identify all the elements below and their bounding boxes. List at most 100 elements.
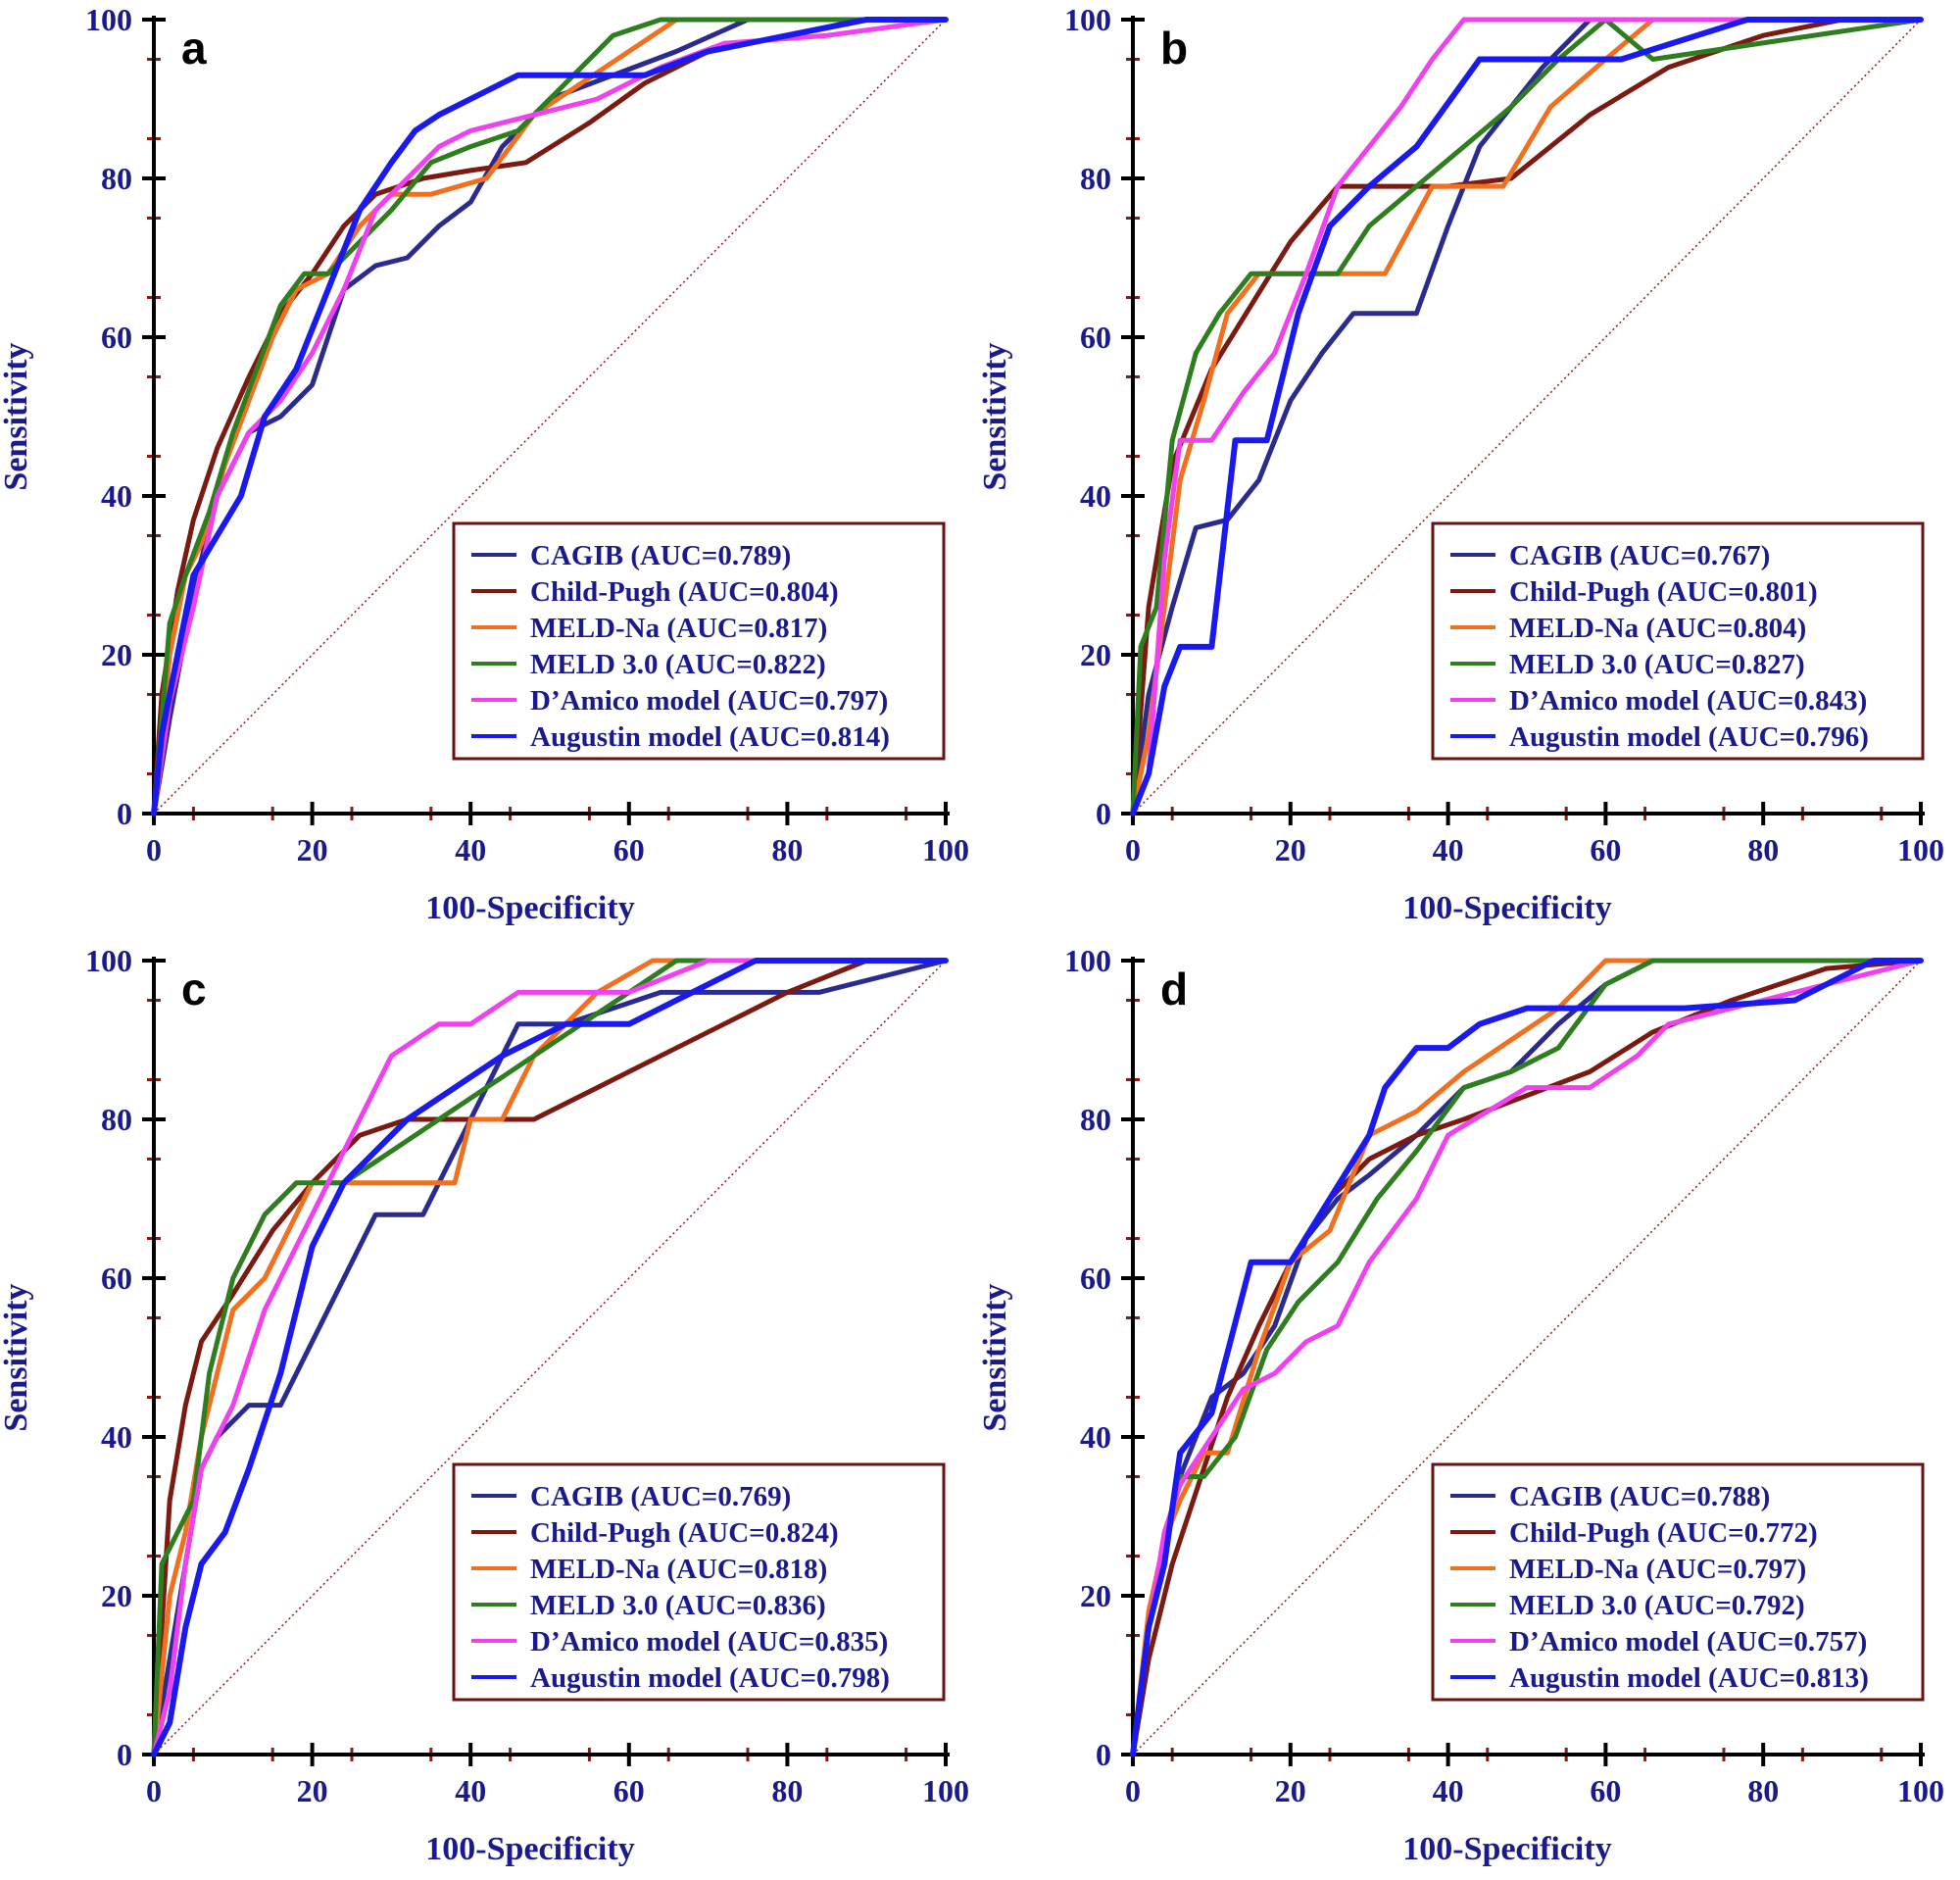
legend-entry: CAGIB (AUC=0.789) bbox=[530, 540, 791, 571]
legend-entry: Augustin model (AUC=0.813) bbox=[1509, 1662, 1869, 1694]
x-axis-title: 100-Specificity bbox=[425, 1831, 634, 1867]
series-line-augustin-model bbox=[1130, 17, 1924, 816]
x-axis-title: 100-Specificity bbox=[1402, 1831, 1611, 1867]
legend-entry: CAGIB (AUC=0.769) bbox=[530, 1481, 791, 1512]
y-tick-label: 40 bbox=[101, 478, 132, 514]
legend-entry: D’Amico model (AUC=0.835) bbox=[530, 1626, 888, 1657]
x-tick-label: 100 bbox=[1897, 832, 1944, 867]
x-tick-label: 60 bbox=[1590, 832, 1621, 867]
y-tick-label: 20 bbox=[1080, 637, 1111, 672]
y-tick-label: 40 bbox=[1080, 478, 1111, 514]
x-axis-title: 100-Specificity bbox=[425, 890, 634, 926]
series-line-augustin-model bbox=[151, 17, 949, 816]
series-line-augustin-model bbox=[1130, 958, 1924, 1757]
legend-entry: Child-Pugh (AUC=0.801) bbox=[1509, 576, 1818, 608]
legend-entry: CAGIB (AUC=0.788) bbox=[1509, 1481, 1770, 1512]
x-axis-title: 100-Specificity bbox=[1402, 890, 1611, 926]
panel-letter: a bbox=[181, 23, 207, 74]
x-tick-label: 40 bbox=[455, 832, 486, 867]
y-tick-label: 0 bbox=[1096, 1737, 1111, 1772]
x-tick-label: 100 bbox=[922, 832, 969, 867]
series-line-meld-3-0 bbox=[1130, 17, 1924, 816]
legend-box bbox=[1431, 521, 1925, 761]
diagonal-reference-line bbox=[1132, 960, 1922, 1756]
y-tick-label: 100 bbox=[1064, 943, 1111, 978]
legend-entry: MELD-Na (AUC=0.804) bbox=[1509, 613, 1806, 644]
y-tick-label: 80 bbox=[1080, 161, 1111, 196]
legend-box bbox=[1431, 1462, 1925, 1702]
series-line-d-amico-model bbox=[151, 958, 949, 1757]
y-axis-title: Sensitivity bbox=[0, 342, 34, 490]
legend-entry: MELD 3.0 (AUC=0.822) bbox=[530, 649, 826, 680]
y-tick-label: 40 bbox=[1080, 1419, 1111, 1455]
x-tick-label: 100 bbox=[1897, 1773, 1944, 1808]
chart-panel-d: 0 20 40 60 80 100 0 20 40 60 80 100 100-Specificity S… bbox=[977, 943, 1944, 1867]
x-tick-label: 20 bbox=[297, 832, 328, 867]
x-tick-label: 80 bbox=[1747, 832, 1779, 867]
x-tick-label: 0 bbox=[146, 1773, 162, 1808]
x-tick-label: 80 bbox=[771, 1773, 803, 1808]
x-tick-label: 20 bbox=[1275, 832, 1306, 867]
y-axis-title: Sensitivity bbox=[977, 342, 1013, 490]
legend-entry: Augustin model (AUC=0.814) bbox=[530, 721, 890, 753]
legend-entry: D’Amico model (AUC=0.797) bbox=[530, 685, 888, 717]
chart-panel-b: 0 20 40 60 80 100 0 20 40 60 80 100 100-Specificity S… bbox=[977, 2, 1944, 926]
y-tick-label: 40 bbox=[101, 1419, 132, 1455]
legend-box bbox=[452, 1462, 946, 1702]
y-tick-label: 60 bbox=[1080, 1261, 1111, 1296]
legend-entry: Augustin model (AUC=0.798) bbox=[530, 1662, 890, 1694]
diagonal-reference-line bbox=[153, 19, 947, 815]
legend-entry: CAGIB (AUC=0.767) bbox=[1509, 540, 1770, 571]
x-tick-label: 0 bbox=[146, 832, 162, 867]
x-tick-label: 60 bbox=[613, 1773, 645, 1808]
diagonal-reference-line bbox=[153, 960, 947, 1756]
y-tick-label: 100 bbox=[85, 943, 132, 978]
legend-entry: D’Amico model (AUC=0.757) bbox=[1509, 1626, 1867, 1657]
legend-entry: Child-Pugh (AUC=0.804) bbox=[530, 576, 839, 608]
legend: CAGIB (AUC=0.789) Child-Pugh (AUC=0.804) M… bbox=[452, 521, 946, 761]
legend-entry: MELD-Na (AUC=0.797) bbox=[1509, 1554, 1806, 1585]
y-tick-label: 80 bbox=[1080, 1102, 1111, 1137]
y-tick-label: 100 bbox=[85, 2, 132, 37]
y-tick-label: 0 bbox=[117, 1737, 132, 1772]
x-tick-label: 0 bbox=[1125, 832, 1141, 867]
chart-panel-c: 0 20 40 60 80 100 0 20 40 60 80 100 100-Specificity S… bbox=[0, 943, 969, 1867]
y-axis-title: Sensitivity bbox=[977, 1283, 1013, 1431]
y-tick-label: 20 bbox=[101, 637, 132, 672]
x-tick-label: 20 bbox=[297, 1773, 328, 1808]
legend-entry: MELD-Na (AUC=0.817) bbox=[530, 613, 827, 644]
y-tick-label: 60 bbox=[1080, 320, 1111, 355]
x-tick-label: 60 bbox=[613, 832, 645, 867]
series-line-cagib bbox=[1130, 17, 1924, 816]
panel-letter: d bbox=[1160, 964, 1188, 1014]
x-tick-label: 40 bbox=[1433, 832, 1464, 867]
x-tick-label: 100 bbox=[922, 1773, 969, 1808]
x-tick-label: 20 bbox=[1275, 1773, 1306, 1808]
y-tick-label: 0 bbox=[1096, 796, 1111, 831]
y-tick-label: 60 bbox=[101, 1261, 132, 1296]
legend-entry: MELD 3.0 (AUC=0.836) bbox=[530, 1590, 826, 1621]
x-tick-label: 80 bbox=[1747, 1773, 1779, 1808]
x-tick-label: 40 bbox=[1433, 1773, 1464, 1808]
legend: CAGIB (AUC=0.767) Child-Pugh (AUC=0.801) M… bbox=[1431, 521, 1925, 761]
legend-entry: Child-Pugh (AUC=0.824) bbox=[530, 1517, 839, 1549]
series-line-d-amico-model bbox=[1130, 17, 1924, 816]
legend: CAGIB (AUC=0.788) Child-Pugh (AUC=0.772) M… bbox=[1431, 1462, 1925, 1702]
legend-entry: MELD 3.0 (AUC=0.827) bbox=[1509, 649, 1805, 680]
legend-box bbox=[452, 521, 946, 761]
y-tick-label: 0 bbox=[117, 796, 132, 831]
y-tick-label: 100 bbox=[1064, 2, 1111, 37]
diagonal-reference-line bbox=[1132, 19, 1922, 815]
chart-panel-a: 0 20 40 60 80 100 0 20 40 60 80 100 100-Specificity S… bbox=[0, 2, 969, 926]
panel-letter: c bbox=[181, 964, 207, 1014]
legend-entry: Augustin model (AUC=0.796) bbox=[1509, 721, 1869, 753]
y-tick-label: 20 bbox=[101, 1578, 132, 1613]
series-line-augustin-model bbox=[151, 958, 949, 1757]
x-tick-label: 80 bbox=[771, 832, 803, 867]
series-line-d-amico-model bbox=[1130, 958, 1924, 1757]
x-tick-label: 60 bbox=[1590, 1773, 1621, 1808]
x-tick-label: 0 bbox=[1125, 1773, 1141, 1808]
y-tick-label: 60 bbox=[101, 320, 132, 355]
y-tick-label: 80 bbox=[101, 1102, 132, 1137]
